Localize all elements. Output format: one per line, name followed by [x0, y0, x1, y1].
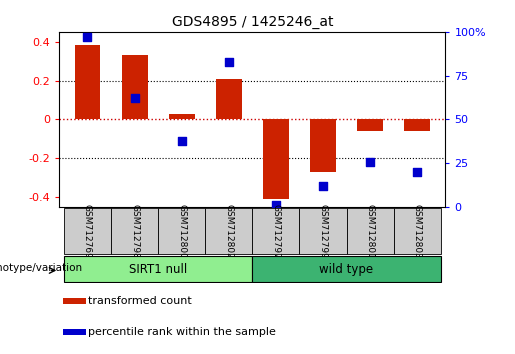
FancyBboxPatch shape [393, 208, 441, 254]
Text: GSM712801: GSM712801 [366, 204, 374, 258]
Point [225, 59, 233, 64]
Text: GSM712799: GSM712799 [318, 204, 328, 258]
Point [366, 159, 374, 164]
Point [272, 202, 280, 208]
Text: genotype/variation: genotype/variation [0, 263, 82, 273]
Text: GSM712798: GSM712798 [130, 204, 139, 258]
Bar [310, 120, 336, 172]
Title: GDS4895 / 1425246_at: GDS4895 / 1425246_at [171, 16, 333, 29]
FancyBboxPatch shape [64, 256, 252, 282]
Text: percentile rank within the sample: percentile rank within the sample [88, 327, 276, 337]
Point [83, 34, 92, 40]
Bar [357, 120, 383, 131]
FancyBboxPatch shape [347, 208, 393, 254]
Bar [63, 329, 86, 336]
Text: SIRT1 null: SIRT1 null [129, 263, 187, 275]
Text: GSM712802: GSM712802 [225, 204, 233, 258]
Bar [404, 120, 430, 131]
Text: wild type: wild type [319, 263, 373, 275]
FancyBboxPatch shape [111, 208, 158, 254]
Text: GSM712800: GSM712800 [177, 204, 186, 258]
Point [130, 96, 139, 101]
FancyBboxPatch shape [158, 208, 205, 254]
Bar [216, 79, 242, 120]
Point [319, 183, 327, 189]
Bar [63, 297, 86, 304]
FancyBboxPatch shape [64, 208, 111, 254]
Bar [263, 120, 289, 199]
Text: transformed count: transformed count [88, 296, 192, 306]
Bar [169, 114, 195, 120]
Point [413, 169, 421, 175]
Bar [75, 46, 100, 120]
FancyBboxPatch shape [252, 208, 299, 254]
Bar [122, 55, 147, 120]
Text: GSM712803: GSM712803 [413, 204, 422, 258]
FancyBboxPatch shape [205, 208, 252, 254]
FancyBboxPatch shape [299, 208, 347, 254]
Text: GSM712797: GSM712797 [271, 204, 280, 258]
Point [178, 138, 186, 143]
FancyBboxPatch shape [252, 256, 441, 282]
Text: GSM712769: GSM712769 [83, 204, 92, 258]
